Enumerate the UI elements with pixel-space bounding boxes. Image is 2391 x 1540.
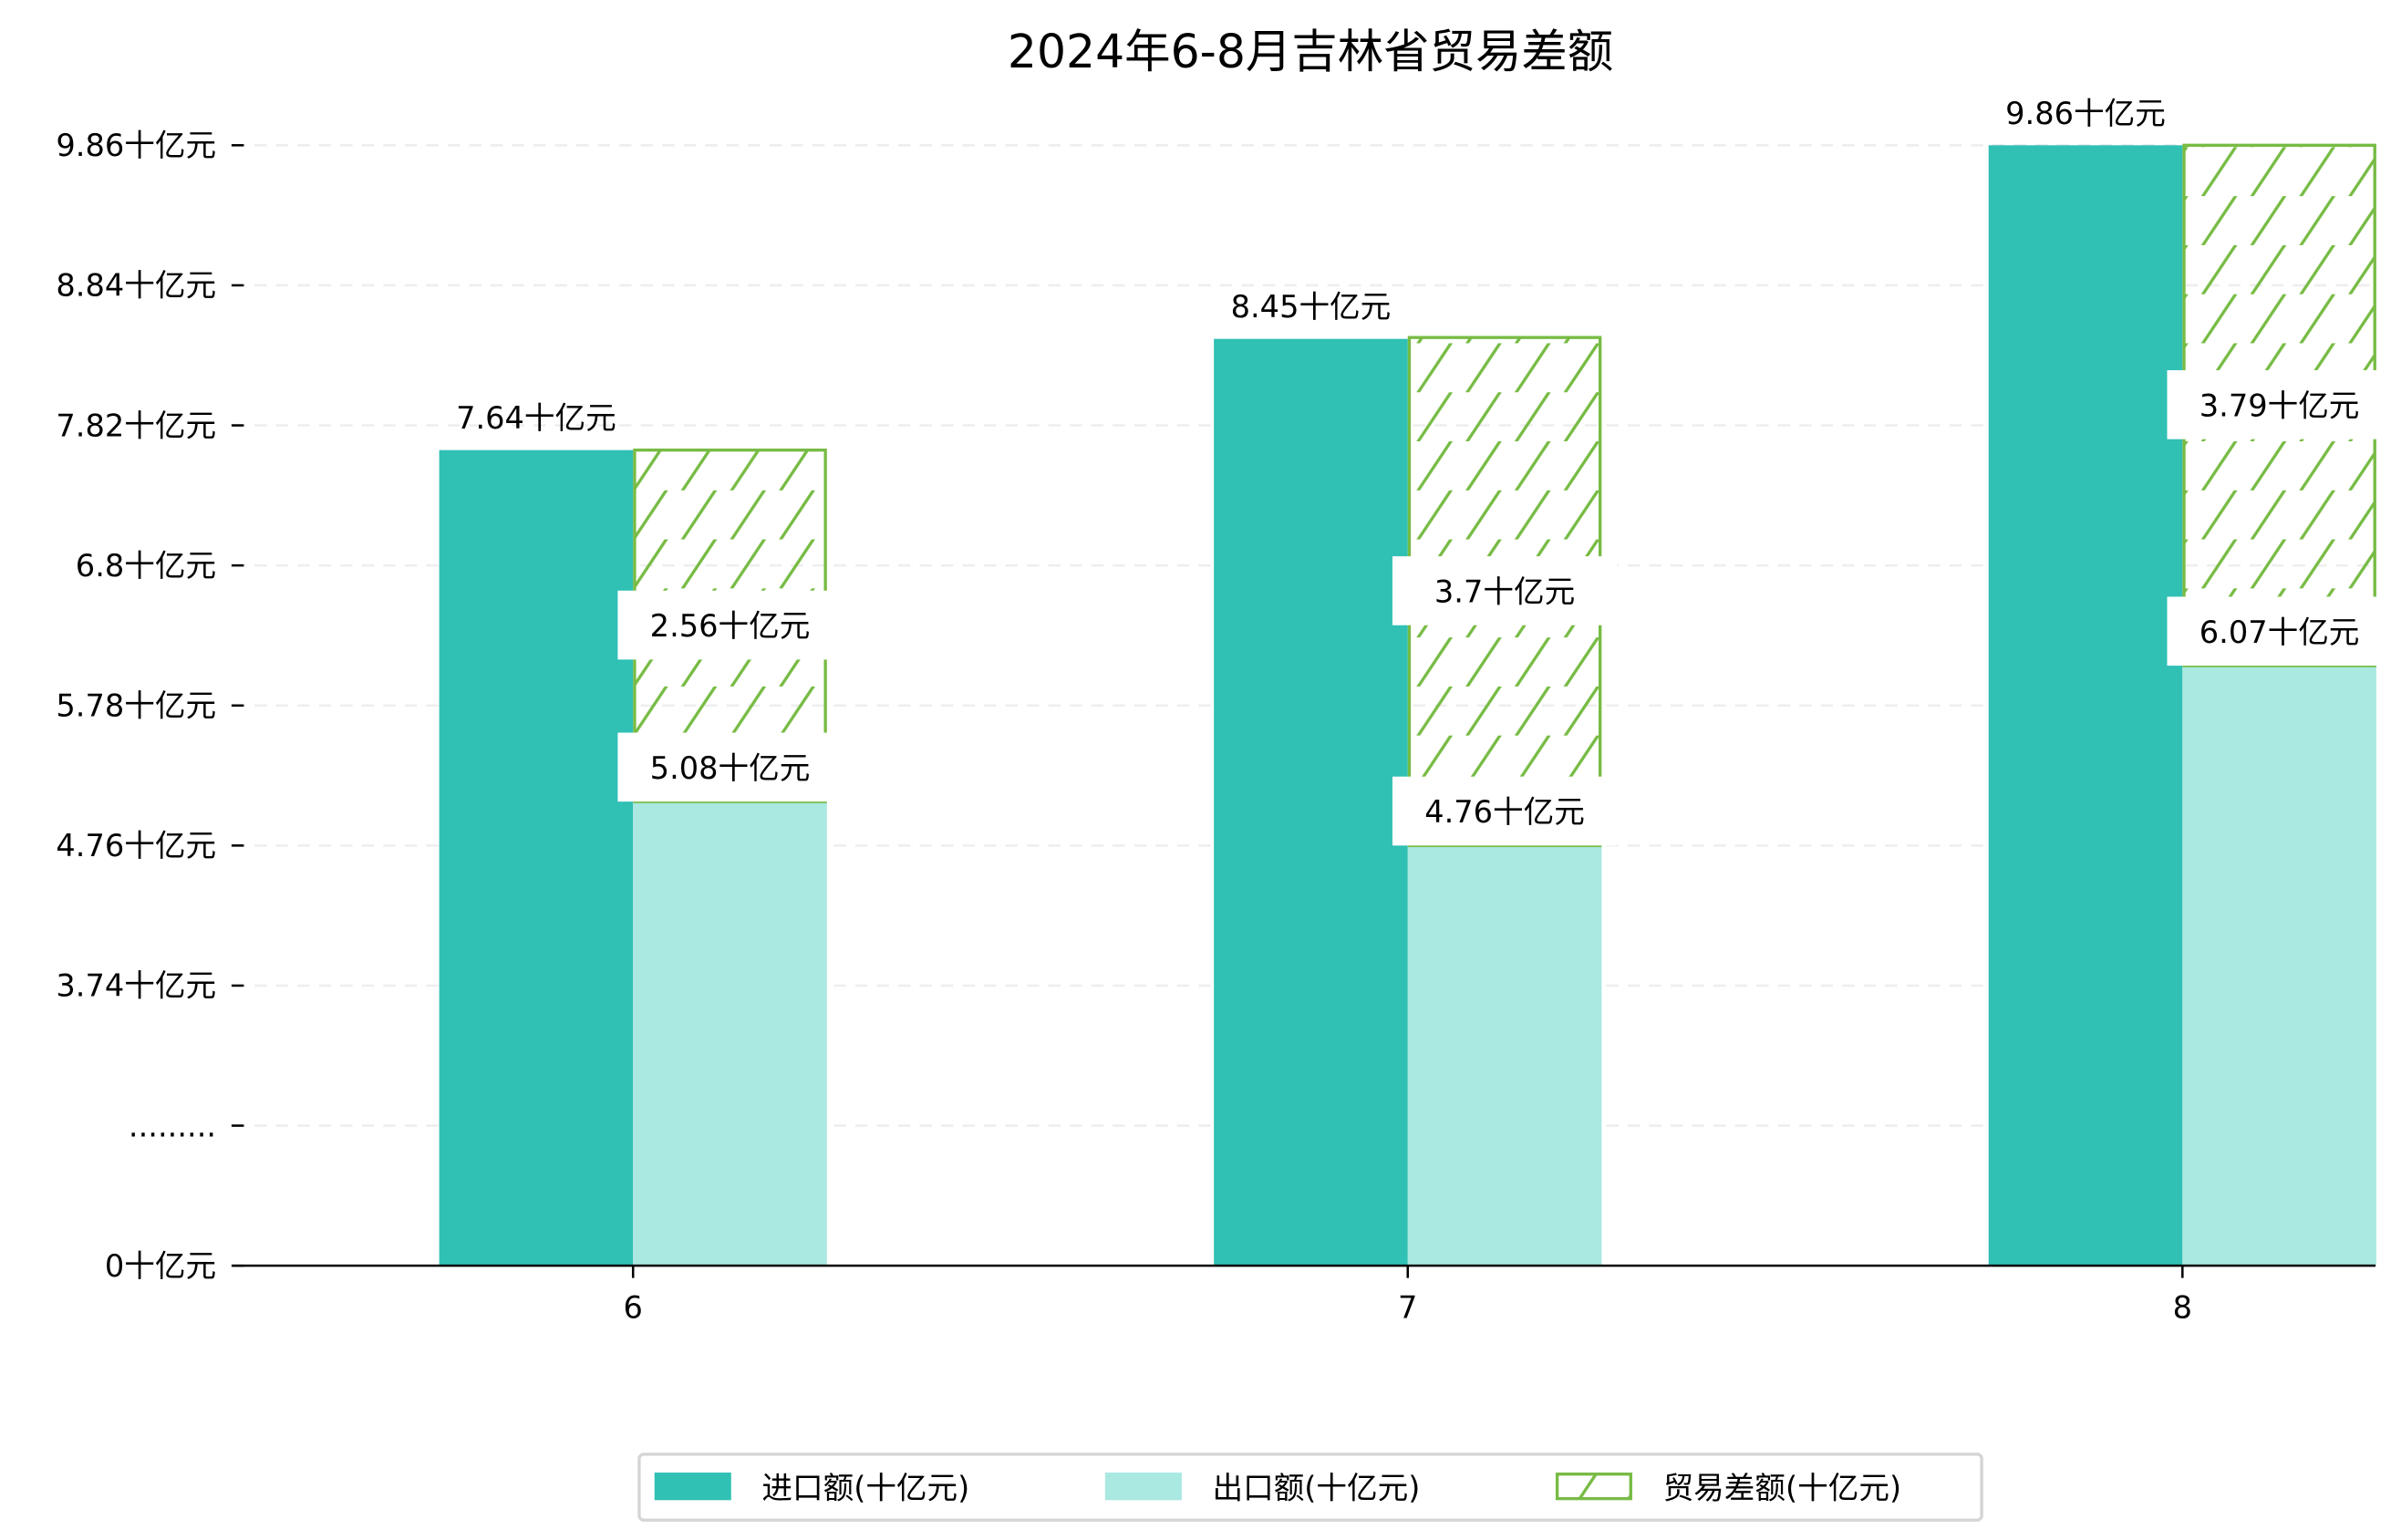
y-tick-label: 0十亿元	[105, 1248, 216, 1284]
data-label-balance: 2.56十亿元	[650, 608, 811, 644]
data-label-bg	[617, 732, 843, 802]
legend-swatch	[1555, 1473, 1632, 1501]
bar-import	[1214, 338, 1408, 1266]
legend-item[interactable]: 贸易差额(十亿元)	[1555, 1471, 1902, 1506]
bar-export	[2182, 666, 2376, 1266]
data-label-balance: 3.79十亿元	[2200, 388, 2360, 423]
legend-label: 出口额(十亿元)	[1212, 1471, 1420, 1506]
legend-item[interactable]: 进口额(十亿元)	[654, 1471, 970, 1506]
data-label-export: 4.76十亿元	[1424, 794, 1585, 830]
legend-label: 进口额(十亿元)	[761, 1471, 969, 1506]
x-axis: 6 7 8	[624, 1266, 2192, 1325]
y-tick-label: 3.74十亿元	[56, 968, 216, 1004]
x-tick-label: 8	[2173, 1289, 2192, 1325]
bar-group-7: 8.45十亿元 4.76十亿元 3.7十亿元	[1214, 289, 1618, 1266]
bar-export	[633, 801, 827, 1266]
data-label-export: 5.08十亿元	[650, 750, 811, 786]
y-tick-label: .........	[129, 1108, 216, 1143]
legend-item[interactable]: 出口额(十亿元)	[1104, 1471, 1421, 1506]
data-label-import: 9.86十亿元	[2005, 96, 2166, 131]
x-tick-label: 7	[1398, 1289, 1417, 1325]
y-tick-label: 7.82十亿元	[56, 408, 216, 443]
legend-swatch	[654, 1473, 731, 1501]
bar-import	[1988, 145, 2183, 1266]
data-label-bg	[1392, 556, 1618, 625]
y-tick-label: 6.8十亿元	[76, 548, 216, 584]
y-tick-label: 8.84十亿元	[56, 268, 216, 304]
data-label-balance: 3.7十亿元	[1434, 574, 1575, 610]
data-label-bg	[2167, 596, 2391, 667]
legend-frame	[637, 1452, 1983, 1522]
bar-import	[439, 450, 634, 1266]
bars: 7.64十亿元 5.08十亿元 2.56十亿元 8.45十亿元 4.76十亿元 3.7十亿…	[439, 96, 2391, 1266]
legend: 进口额(十亿元) 出口额(十亿元) 贸易差额(十亿元)	[637, 1452, 1983, 1522]
y-axis: 0十亿元......... 3.74十亿元 4.76十亿元 5.78十亿元 6.8十亿元…	[56, 128, 244, 1284]
y-tick-label: 5.78十亿元	[56, 688, 216, 724]
data-label-export: 6.07十亿元	[2200, 615, 2360, 650]
legend-swatch	[1104, 1473, 1182, 1501]
bar-export	[1407, 845, 1602, 1266]
data-label-import: 8.45十亿元	[1231, 289, 1392, 325]
y-tick-label: 4.76十亿元	[56, 828, 216, 863]
x-tick-label: 6	[624, 1289, 643, 1325]
data-label-bg	[617, 590, 843, 660]
data-label-import: 7.64十亿元	[456, 400, 616, 436]
legend-label: 贸易差额(十亿元)	[1663, 1471, 1902, 1506]
data-label-bg	[1392, 776, 1618, 846]
y-tick-label: 9.86十亿元	[56, 128, 216, 163]
chart-title: 2024年6-8月吉林省贸易差额	[1008, 25, 1613, 78]
bar-group-8: 9.86十亿元 6.07十亿元 3.79十亿元	[1988, 96, 2391, 1266]
bar-group-6: 7.64十亿元 5.08十亿元 2.56十亿元	[439, 400, 843, 1266]
data-label-bg	[2167, 370, 2391, 439]
